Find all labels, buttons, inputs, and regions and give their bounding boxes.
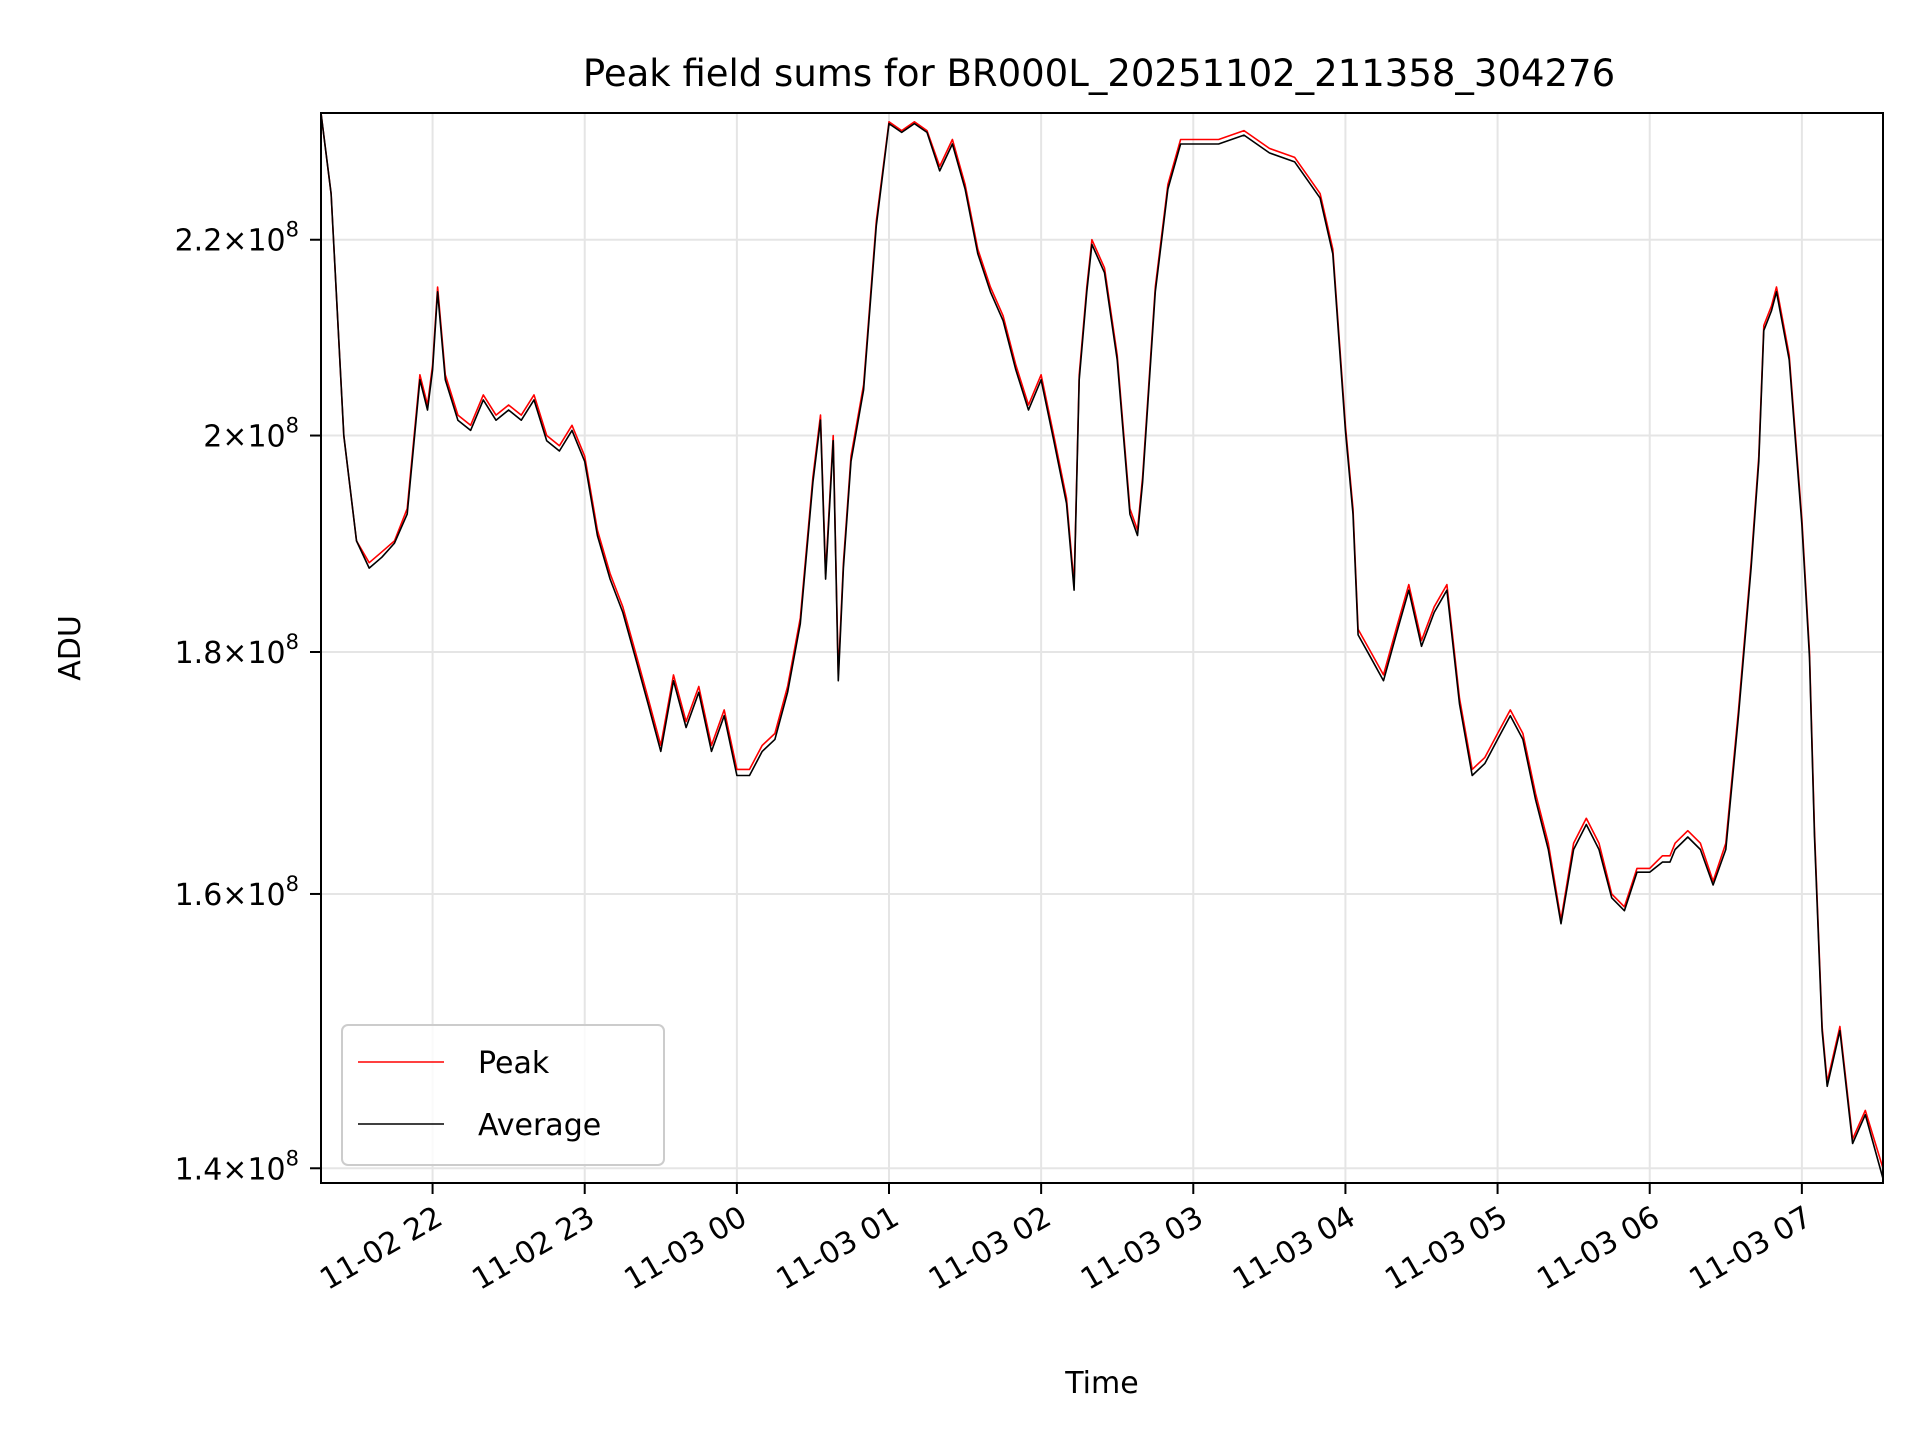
legend-box [341, 1024, 665, 1166]
y-tick-label: 1.4×108 [175, 1146, 299, 1187]
series-line-average [321, 113, 1883, 1179]
legend-label-peak: Peak [478, 1046, 550, 1081]
plot-frame [320, 112, 1884, 1184]
y-tick-label: 2.2×108 [175, 218, 299, 259]
y-axis: 1.4×108 1.6×108 1.8×108 2×108 2.2×108 [175, 218, 321, 1187]
y-tick-label: 1.8×108 [175, 630, 299, 671]
grid [321, 113, 1883, 1183]
x-axis-label: Time [1064, 1366, 1138, 1401]
plot-lines [321, 113, 1883, 1179]
y-tick-label: 2×108 [203, 414, 299, 455]
legend-label-average: Average [478, 1108, 601, 1143]
legend: Peak Average [341, 1024, 665, 1166]
y-axis-label: ADU [53, 615, 88, 681]
y-tick-label: 1.6×108 [175, 872, 299, 913]
chart-title: Peak field sums for BR000L_20251102_2113… [583, 52, 1615, 95]
